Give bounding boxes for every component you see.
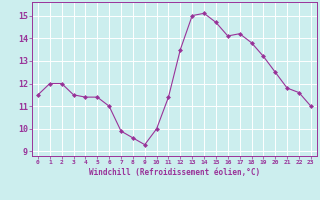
X-axis label: Windchill (Refroidissement éolien,°C): Windchill (Refroidissement éolien,°C)	[89, 168, 260, 177]
